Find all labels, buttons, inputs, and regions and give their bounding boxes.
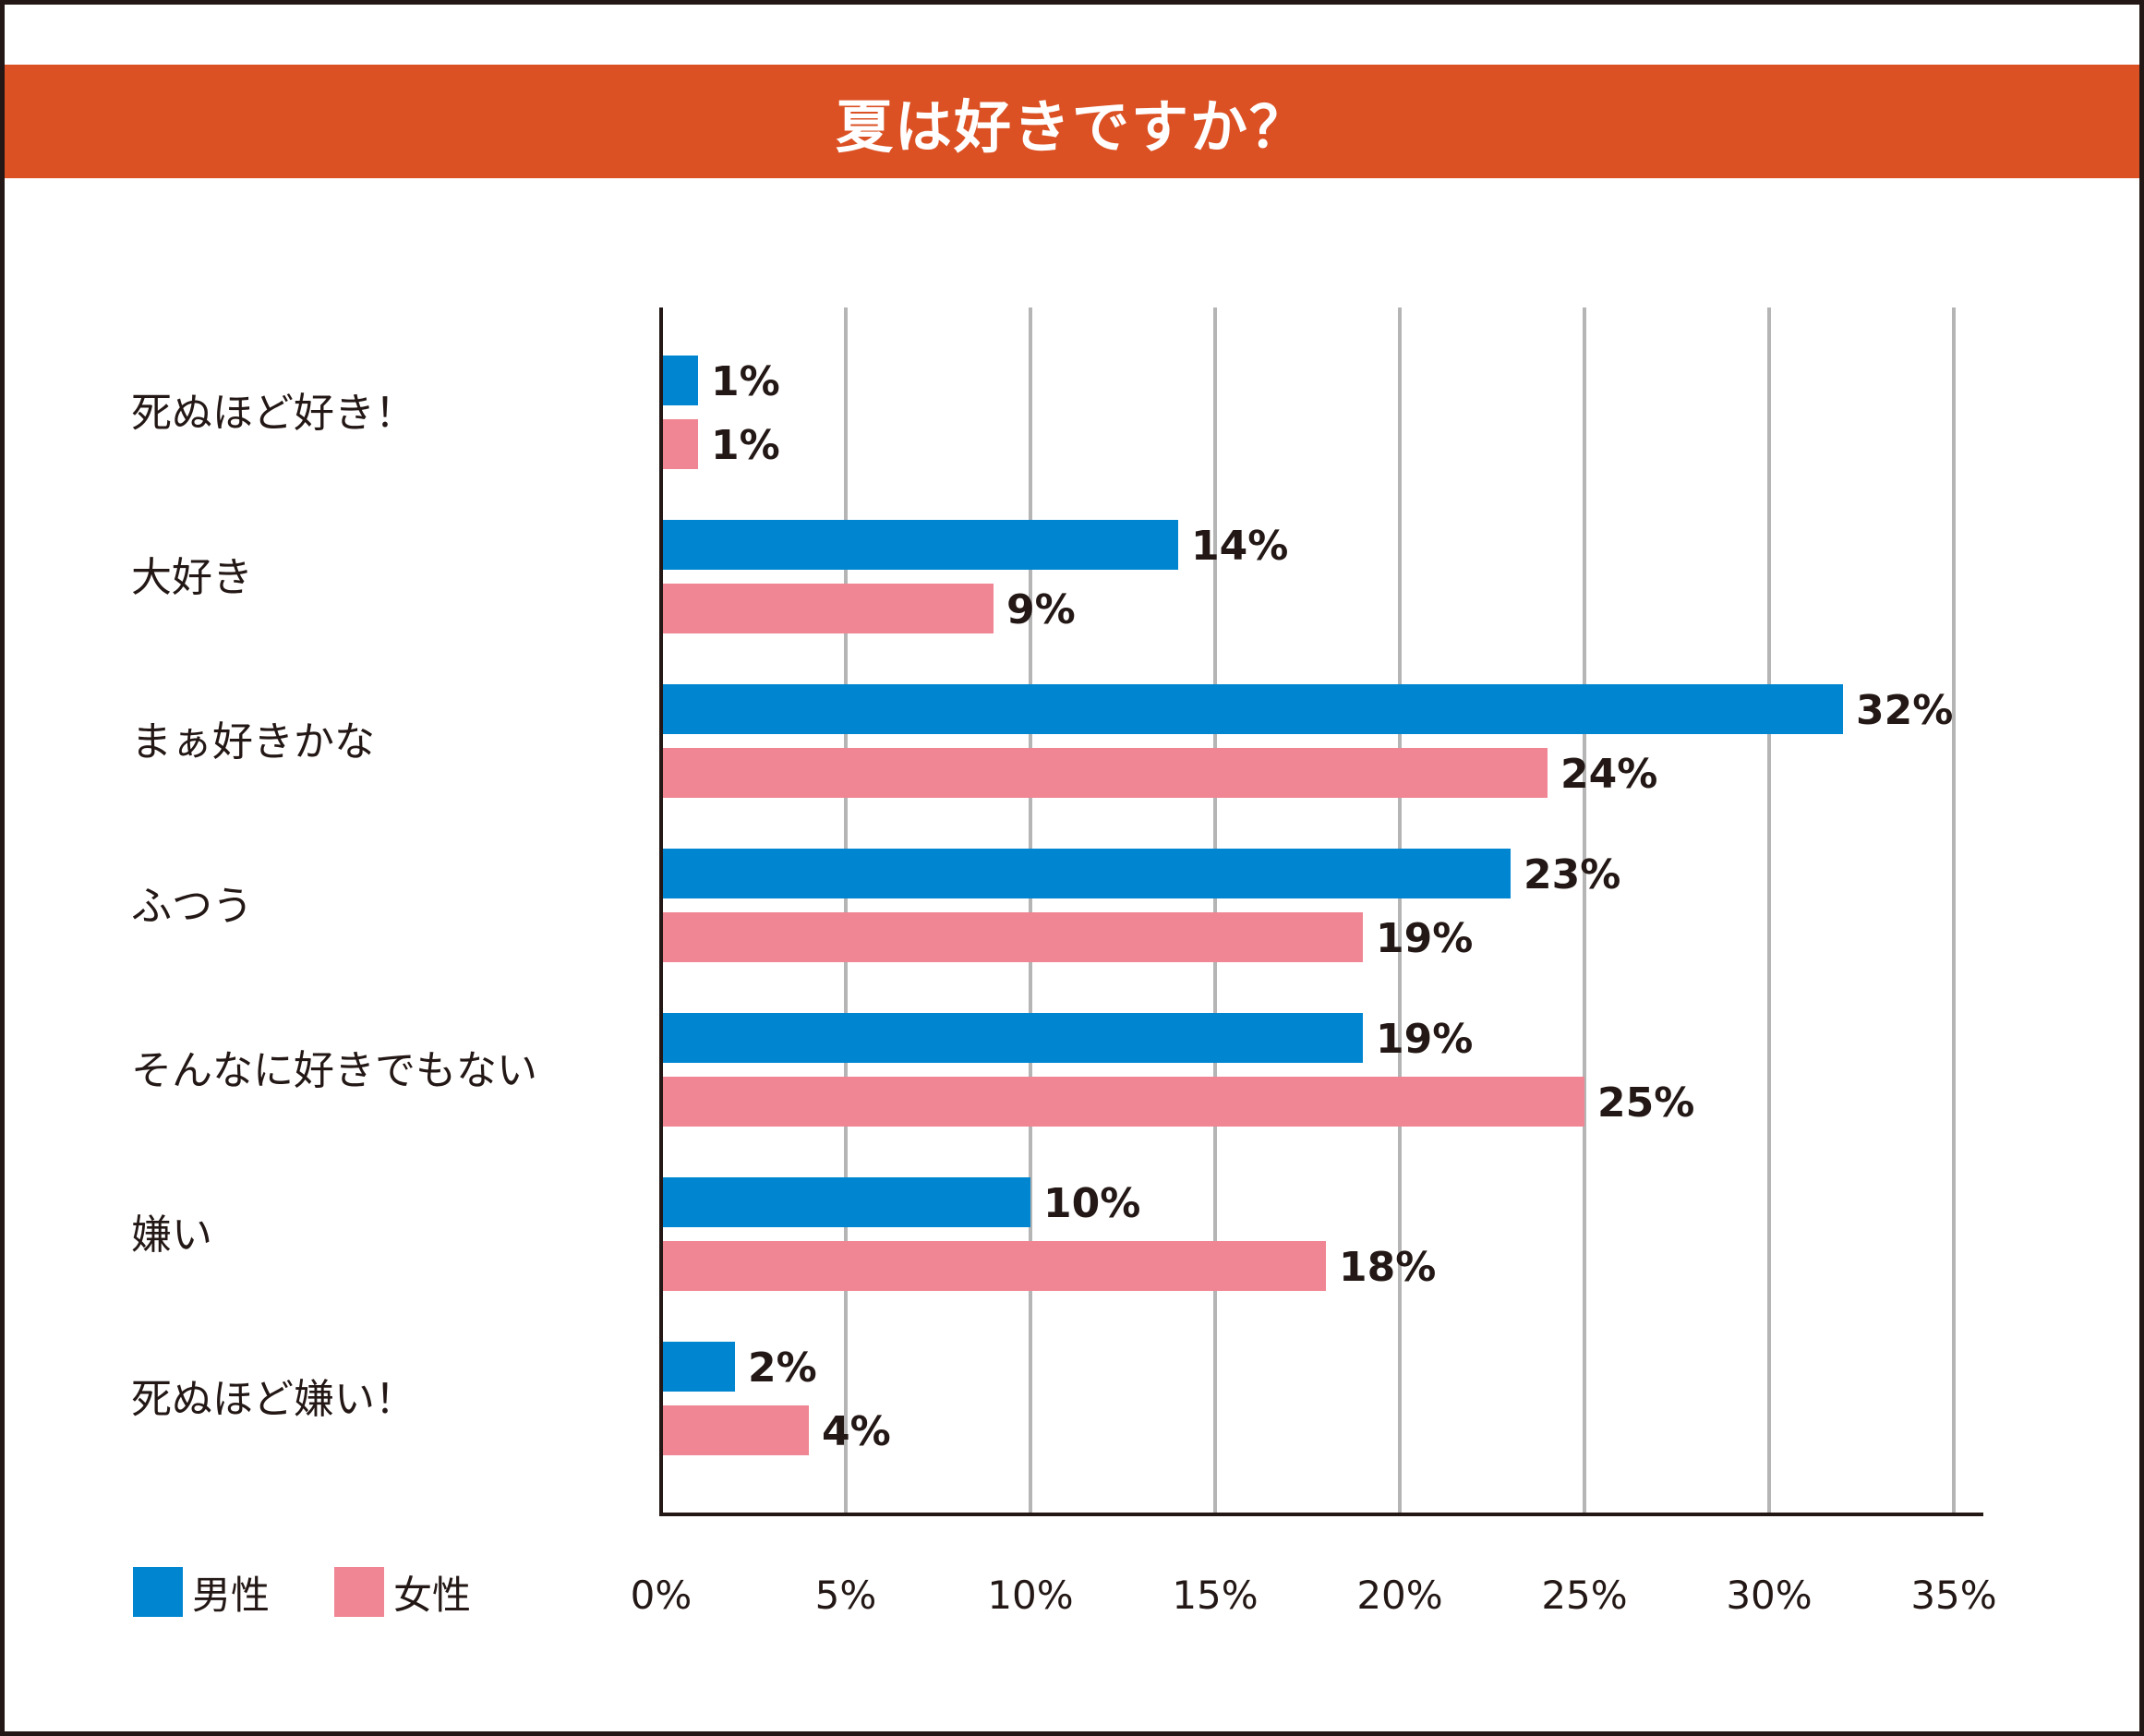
category-label-0: 死ぬほど好き！: [131, 390, 416, 437]
tick-label-20: 20%: [1356, 1573, 1442, 1618]
bar-female-4: [661, 1077, 1584, 1127]
legend-swatch-male: [133, 1567, 183, 1617]
bar-female-1: [661, 584, 994, 633]
value-label-male-3: 23%: [1524, 851, 1620, 898]
tick-label-25: 25%: [1541, 1573, 1627, 1618]
bar-female-6: [661, 1405, 809, 1455]
legend-swatch-female: [334, 1567, 384, 1617]
legend: 男性 女性: [133, 1567, 471, 1618]
axes: [659, 307, 1983, 1516]
bar-male-1: [661, 520, 1178, 570]
category-label-3: ふつう: [131, 883, 253, 930]
value-label-male-1: 14%: [1191, 523, 1288, 570]
bar-female-0: [661, 419, 698, 469]
value-label-male-5: 10%: [1043, 1180, 1140, 1227]
category-label-2: まぁ好きかな: [131, 718, 375, 766]
value-label-male-4: 19%: [1376, 1016, 1473, 1063]
value-label-male-0: 1%: [711, 358, 780, 405]
chart-title: 夏は好きですか？: [835, 92, 1308, 161]
tick-label-30: 30%: [1726, 1573, 1812, 1618]
value-label-female-6: 4%: [822, 1408, 891, 1455]
category-label-1: 大好き: [131, 554, 253, 601]
bar-female-3: [661, 912, 1363, 962]
category-label-6: 死ぬほど嫌い！: [131, 1376, 416, 1423]
tick-label-10: 10%: [987, 1573, 1073, 1618]
value-label-female-4: 25%: [1597, 1079, 1694, 1127]
tick-label-35: 35%: [1910, 1573, 1996, 1618]
bar-male-6: [661, 1342, 735, 1392]
bar-male-4: [661, 1013, 1363, 1063]
grid-lines: [844, 307, 1956, 1514]
bar-female-2: [661, 748, 1548, 798]
title-bar: 夏は好きですか？: [5, 65, 2139, 178]
tick-label-5: 5%: [815, 1573, 877, 1618]
bar-male-5: [661, 1177, 1030, 1227]
category-label-4: そんなに好きでもない: [131, 1047, 537, 1094]
value-label-female-0: 1%: [711, 422, 780, 469]
category-label-5: 嫌い: [131, 1212, 212, 1259]
tick-label-15: 15%: [1172, 1573, 1258, 1618]
legend-label-female: 女性: [393, 1573, 471, 1618]
bar-male-2: [661, 684, 1843, 734]
value-label-female-5: 18%: [1339, 1244, 1436, 1291]
value-label-female-1: 9%: [1006, 586, 1076, 633]
labels: 0% 5% 10% 15% 20% 25% 30% 35% 1% 1% 死ぬほど好き！ 14% 9% 大好…: [131, 358, 1997, 1618]
value-label-male-2: 32%: [1856, 687, 1953, 734]
bar-female-5: [661, 1241, 1326, 1291]
bars: [661, 356, 1843, 1455]
legend-label-male: 男性: [192, 1573, 270, 1618]
value-label-female-2: 24%: [1560, 751, 1657, 798]
bar-male-0: [661, 356, 698, 405]
value-label-male-6: 2%: [748, 1344, 817, 1392]
tick-label-0: 0%: [631, 1573, 693, 1618]
bar-male-3: [661, 849, 1511, 898]
value-label-female-3: 19%: [1376, 915, 1473, 962]
